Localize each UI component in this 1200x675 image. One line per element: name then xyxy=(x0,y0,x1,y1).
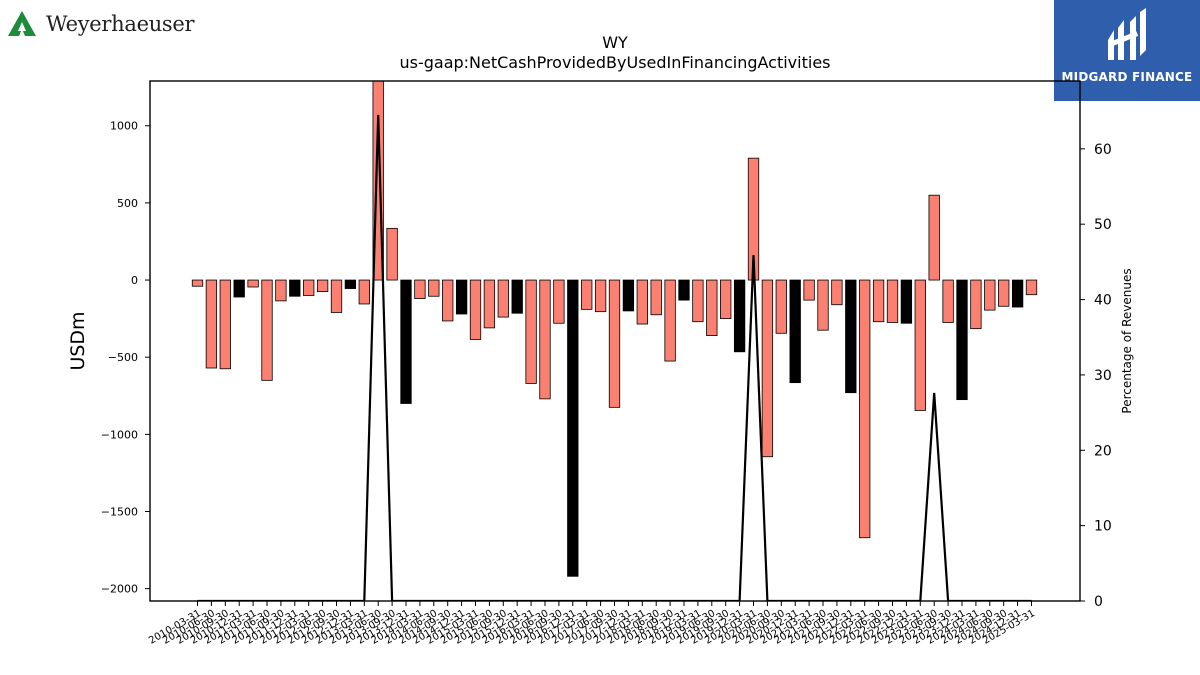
bar xyxy=(330,279,343,313)
bar xyxy=(1011,279,1024,308)
bar xyxy=(525,279,537,384)
bar xyxy=(455,279,468,315)
bar xyxy=(706,279,718,336)
bar xyxy=(275,279,287,302)
bar xyxy=(817,279,829,331)
bar xyxy=(914,279,926,411)
bar xyxy=(803,279,815,301)
y2-tick-label: 30 xyxy=(1094,368,1112,384)
y-tick-label: 1000 xyxy=(110,120,138,133)
y2-axis-label: Percentage of Revenues xyxy=(1120,268,1134,413)
bar xyxy=(469,279,482,340)
bar xyxy=(970,279,982,330)
y2-tick-label: 50 xyxy=(1094,217,1112,233)
bar xyxy=(344,279,357,289)
bar xyxy=(998,279,1010,307)
bar xyxy=(608,279,621,408)
bar xyxy=(497,279,509,318)
weyerhaeuser-logo: Weyerhaeuser xyxy=(6,6,195,42)
bar xyxy=(733,279,746,353)
y-axis-label: USDm xyxy=(67,311,89,370)
bar xyxy=(900,279,913,324)
bar xyxy=(428,279,440,297)
midgard-mark-icon xyxy=(1108,8,1146,60)
bar xyxy=(664,279,676,362)
y2-tick-label: 20 xyxy=(1094,443,1112,459)
bar xyxy=(831,279,843,306)
y-axis: 1000 500 0 −500 −1000 −1500 −2000 xyxy=(101,120,150,596)
bar xyxy=(289,279,301,297)
y2-tick-label: 60 xyxy=(1094,142,1112,158)
x-axis: 2010-03-312010-06-302010-09-302010-12-31… xyxy=(147,601,1037,647)
bar xyxy=(442,279,454,322)
bar xyxy=(1025,279,1038,296)
bar xyxy=(233,279,245,298)
bar xyxy=(678,279,690,301)
bar xyxy=(886,279,899,323)
bar xyxy=(386,227,398,281)
bar xyxy=(984,279,996,311)
bar xyxy=(219,279,231,370)
bar xyxy=(775,279,787,334)
bar xyxy=(539,279,551,400)
y-tick-label: −500 xyxy=(108,351,138,364)
bar xyxy=(567,279,579,577)
bar xyxy=(928,194,940,281)
y2-tick-label: 10 xyxy=(1094,519,1112,535)
bar xyxy=(205,279,218,369)
midgard-finance-logo: MIDGARD FINANCE xyxy=(1054,0,1200,101)
y2-tick-label: 40 xyxy=(1094,293,1112,309)
bar xyxy=(956,279,968,401)
bar xyxy=(942,279,954,323)
bar xyxy=(553,279,565,324)
y-tick-label: −2000 xyxy=(101,583,138,596)
bar xyxy=(789,279,801,384)
bar xyxy=(247,279,259,288)
midgard-name: MIDGARD FINANCE xyxy=(1061,70,1193,84)
weyerhaeuser-name: Weyerhaeuser xyxy=(46,12,195,36)
chart-subtitle: us-gaap:NetCashProvidedByUsedInFinancing… xyxy=(399,53,830,72)
bar xyxy=(761,279,774,458)
bar xyxy=(414,279,426,299)
bar xyxy=(400,279,412,404)
bar xyxy=(594,279,607,313)
bar xyxy=(316,279,329,293)
y-tick-label: −1500 xyxy=(101,506,138,519)
bar xyxy=(622,279,635,312)
y2-tick-label: 0 xyxy=(1094,594,1103,610)
bars xyxy=(191,80,1038,577)
y-tick-label: 500 xyxy=(117,197,138,210)
bar xyxy=(358,279,370,305)
bar xyxy=(191,279,204,287)
y-tick-label: −1000 xyxy=(101,428,138,441)
bar xyxy=(845,279,857,394)
y-tick-label: 0 xyxy=(131,274,138,287)
bar xyxy=(720,279,732,320)
bar xyxy=(483,279,496,329)
bar xyxy=(303,279,315,296)
y2-axis: 0 10 20 30 40 50 60 xyxy=(1080,142,1112,610)
plot-area xyxy=(149,80,1081,602)
bar xyxy=(581,279,593,310)
bar xyxy=(859,279,871,539)
bar xyxy=(692,279,704,323)
weyerhaeuser-tree-icon xyxy=(8,11,36,36)
bar xyxy=(872,279,885,323)
bar xyxy=(511,279,523,314)
bar xyxy=(636,279,648,325)
chart-title: WY xyxy=(602,33,628,52)
bar xyxy=(261,279,273,381)
bar xyxy=(650,279,662,316)
